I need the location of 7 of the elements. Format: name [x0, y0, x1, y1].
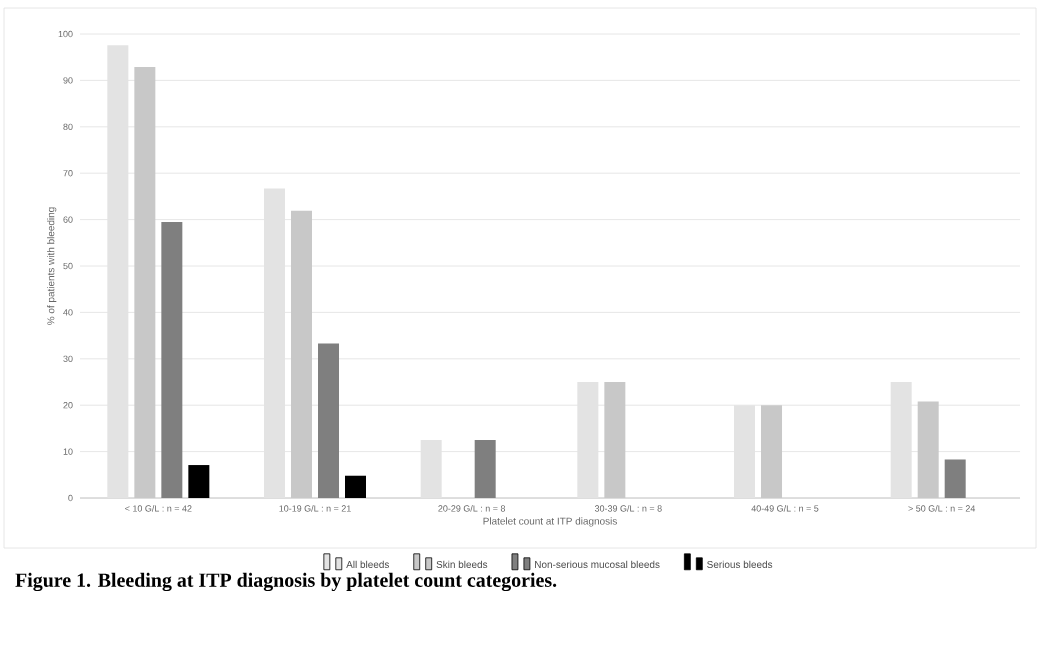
- bar: [318, 343, 340, 498]
- text: Figure 1. Bleeding at ITP diagnosis by platelet count categories.: [15, 572, 557, 592]
- bar: [188, 465, 210, 498]
- bar: [944, 459, 966, 498]
- bar: [474, 440, 496, 498]
- bar: [345, 475, 367, 498]
- bar: [161, 221, 183, 498]
